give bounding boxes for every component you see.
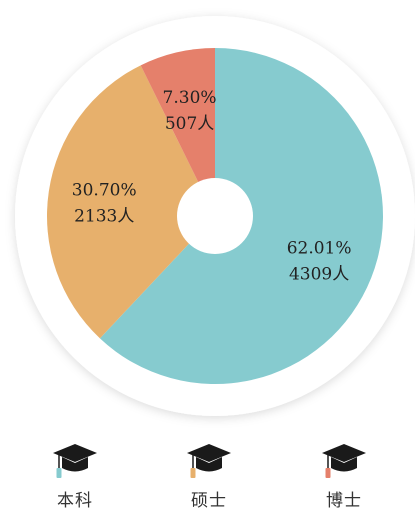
legend-label: 博士	[326, 491, 362, 511]
percent-label: 30.70%	[72, 180, 137, 200]
percent-label: 62.01%	[287, 238, 352, 258]
graduation-cap-icon	[322, 444, 366, 478]
count-label: 2133人	[74, 206, 134, 226]
donut-chart: 62.01% 4309人 30.70% 2133人 7.30% 507人	[15, 16, 415, 416]
count-label: 4309人	[289, 264, 349, 284]
percent-label: 7.30%	[163, 88, 217, 108]
legend-item-bachelor: 本科	[35, 440, 115, 511]
legend-label: 硕士	[191, 491, 227, 511]
graduation-cap-icon	[53, 444, 97, 478]
slice-doctor	[140, 48, 215, 216]
donut-hole	[177, 178, 253, 254]
legend-item-doctor: 博士	[304, 440, 384, 511]
legend: 本科 硕士 博士	[0, 440, 415, 511]
graduation-cap-icon	[187, 444, 231, 478]
legend-item-master: 硕士	[169, 440, 249, 511]
legend-label: 本科	[57, 491, 93, 511]
count-label: 507人	[165, 114, 214, 134]
slice-master	[46, 65, 215, 339]
